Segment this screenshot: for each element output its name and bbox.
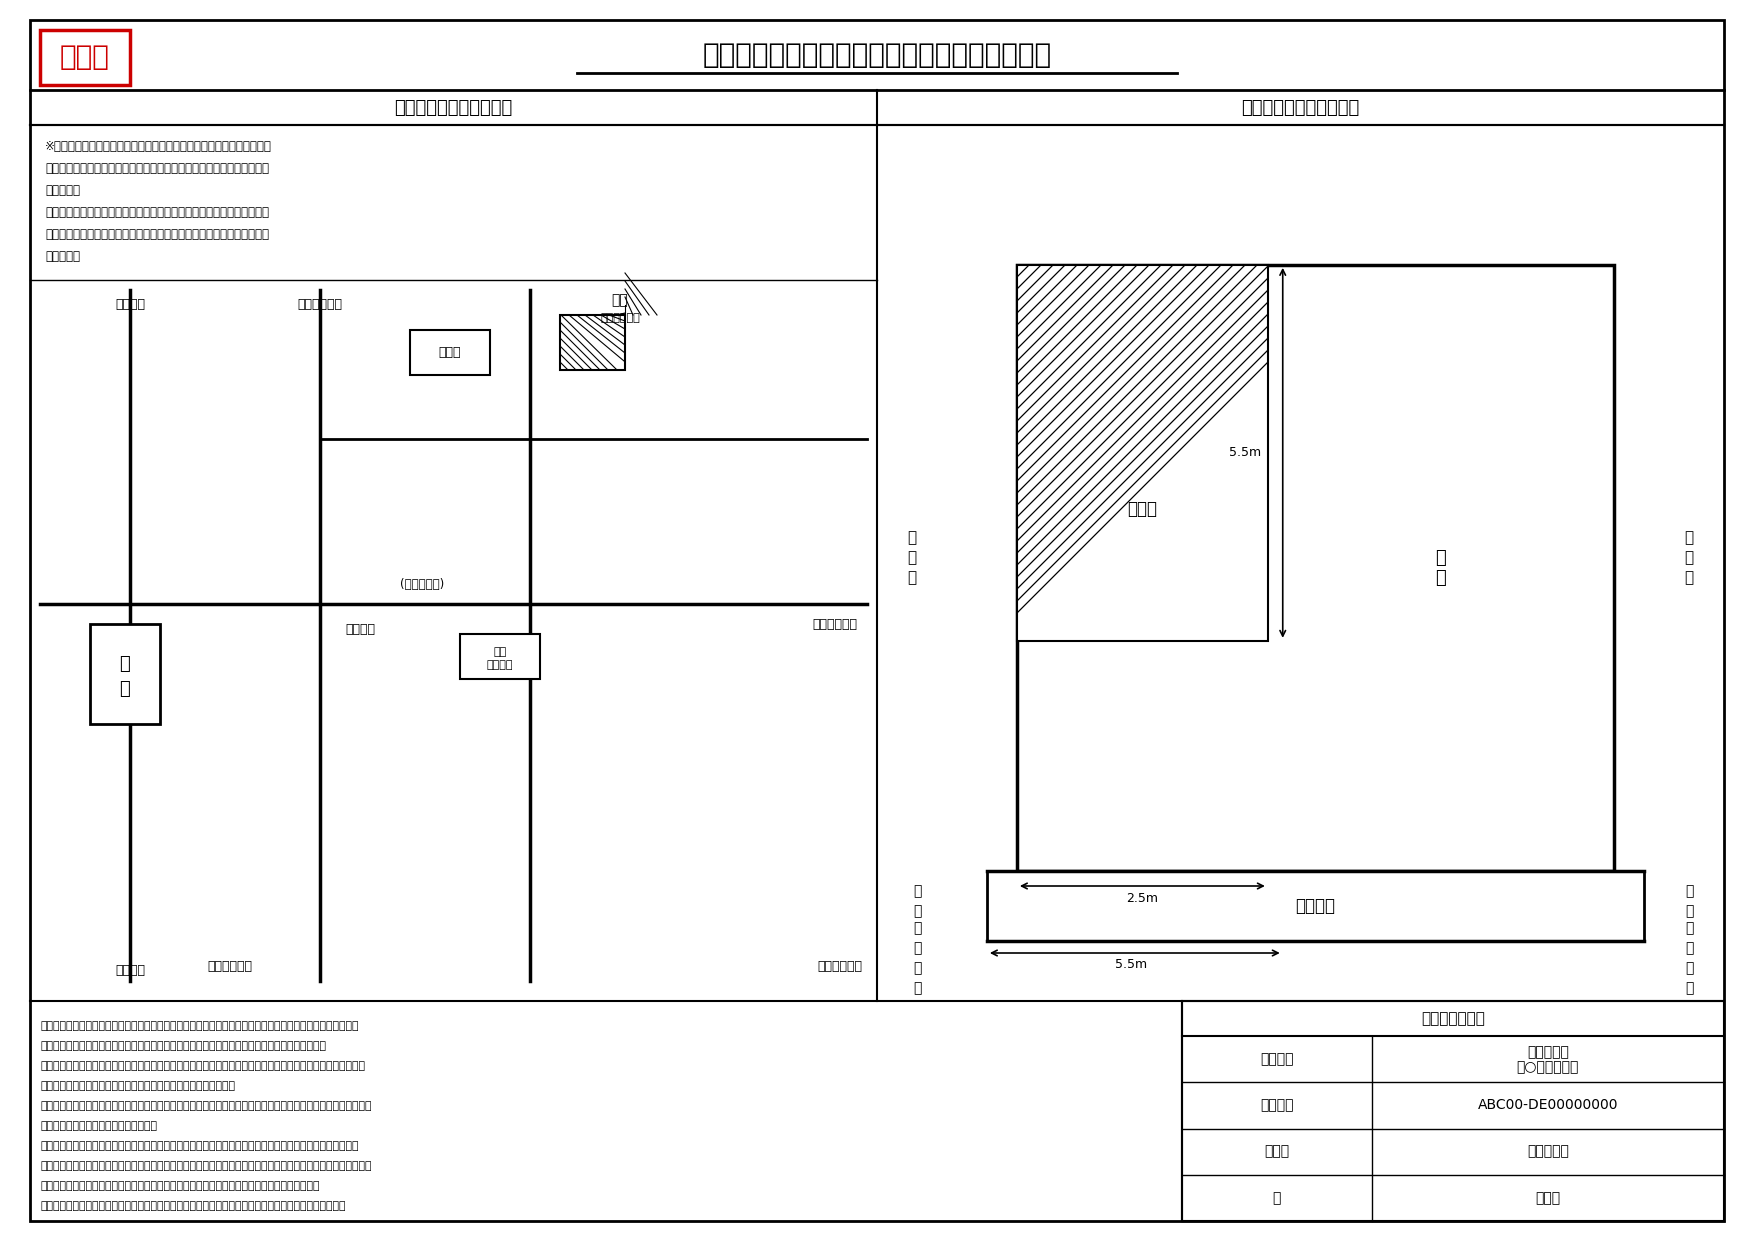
Text: 内）を記入してください。: 内）を記入してください。 xyxy=(40,1121,158,1131)
Text: 車両番号: 車両番号 xyxy=(1259,1052,1293,1066)
Text: ただし、警察署長が保管場所の付近の目標となる地物及びその位置: ただし、警察署長が保管場所の付近の目標となる地物及びその位置 xyxy=(46,206,268,218)
Bar xyxy=(1017,266,1268,640)
Text: 5.5m: 5.5m xyxy=(1228,447,1261,459)
Text: 方: 方 xyxy=(1686,961,1693,975)
Text: 色: 色 xyxy=(1273,1191,1280,1205)
Text: スーパー: スーパー xyxy=(488,660,514,670)
Text: 方: 方 xyxy=(912,961,921,975)
Text: 2.5m: 2.5m xyxy=(1126,891,1158,905)
Text: 至ＯＯ町方面: 至ＯＯ町方面 xyxy=(298,299,342,311)
Text: ４　申請保管場所で今まで使用していた車両について、右端の代替車両欄に記入してください。: ４ 申請保管場所で今まで使用していた車両について、右端の代替車両欄に記入してくだ… xyxy=(40,1201,346,1211)
Text: 車　名: 車 名 xyxy=(1265,1144,1289,1159)
Text: ※　申請等に係る自動車の使用の本拠の位置が当該自動車の保管場所の: ※ 申請等に係る自動車の使用の本拠の位置が当該自動車の保管場所の xyxy=(46,140,272,153)
Text: 横浜７７７: 横浜７７７ xyxy=(1528,1045,1568,1059)
Bar xyxy=(1017,266,1614,871)
Text: 町: 町 xyxy=(912,941,921,956)
Text: 公　　道: 公 道 xyxy=(1296,897,1335,915)
Bar xyxy=(410,330,489,375)
Text: Ｏ: Ｏ xyxy=(1686,921,1693,934)
Text: 至ＯＯ町方面: 至ＯＯ町方面 xyxy=(817,959,861,973)
Text: ABC00-DE00000000: ABC00-DE00000000 xyxy=(1477,1098,1619,1112)
Text: Ｏ: Ｏ xyxy=(1686,903,1693,918)
Text: 至: 至 xyxy=(1686,884,1693,898)
Text: ・　使用の本拠の位置（自宅等）と保管場所の位置との間を線で結んで距離（直線で２キロメートル以: ・ 使用の本拠の位置（自宅等）と保管場所の位置との間を線で結んで距離（直線で２キ… xyxy=(40,1101,372,1111)
Text: 自宅等を保管場所とする場合の所在図・配置図: 自宅等を保管場所とする場合の所在図・配置図 xyxy=(702,41,1052,69)
Text: 至ＯＯ町方面: 至ＯＯ町方面 xyxy=(207,959,253,973)
Text: 車　庫: 車 庫 xyxy=(1128,500,1158,519)
Text: 郵便局: 郵便局 xyxy=(438,346,461,359)
Text: 市販の地図をコピーし添付する場合、著作権者からの利用の許諾を得ないときは、著作権法違反と: 市販の地図をコピーし添付する場合、著作権者からの利用の許諾を得ないときは、著作権… xyxy=(40,1061,365,1071)
Text: (ＯＯ交差点): (ＯＯ交差点) xyxy=(400,578,444,591)
Text: 自: 自 xyxy=(1435,549,1447,567)
Text: を知るために特に必要と認めるときは所在図の提出を求める場合もあ: を知るために特に必要と認めるときは所在図の提出を求める場合もあ xyxy=(46,228,268,241)
Text: ２　所在図とは、保管場所の付近の道路及び目標となる地物を表示したものをいいます。: ２ 所在図とは、保管場所の付近の道路及び目標となる地物を表示したものをいいます。 xyxy=(40,1041,326,1051)
Text: （保管場所）: （保管場所） xyxy=(600,313,640,323)
Text: ＯＯ: ＯＯ xyxy=(493,647,507,656)
Text: 町: 町 xyxy=(1686,941,1693,956)
Text: 至ＯＯ駅: 至ＯＯ駅 xyxy=(116,964,146,978)
Text: 備　考　１　この書類は、黒色ボールペンで記入してください。（消すことのできるボールペンは使用不可）: 備 考 １ この書類は、黒色ボールペンで記入してください。（消すことのできるボー… xyxy=(40,1021,358,1031)
Text: 面: 面 xyxy=(1686,980,1693,995)
Text: Ｏ: Ｏ xyxy=(1684,550,1694,565)
Text: 至ＯＯ町方面: 至ＯＯ町方面 xyxy=(812,618,858,630)
Text: 配　置　図　記　載　欄: 配 置 図 記 載 欄 xyxy=(1242,98,1359,117)
Text: 駅: 駅 xyxy=(119,680,130,699)
Bar xyxy=(460,634,540,680)
Text: ・　保管場所に接する道路の幅員、保管場所の平面（大きさ）の寸法をメートルで記入してください。: ・ 保管場所に接する道路の幅員、保管場所の平面（大きさ）の寸法をメートルで記入し… xyxy=(40,1162,372,1172)
Text: 代　替　車　両: 代 替 車 両 xyxy=(1421,1011,1486,1026)
Text: 5.5m: 5.5m xyxy=(1116,958,1147,972)
Text: Ｏ: Ｏ xyxy=(1684,530,1694,545)
Text: Ａ: Ａ xyxy=(119,655,130,674)
Text: Ｏ: Ｏ xyxy=(907,530,917,545)
Bar xyxy=(988,871,1643,941)
Text: 方: 方 xyxy=(1684,570,1694,586)
Text: 位置と同一であるときについて、所在図の添付等を省略することがで: 位置と同一であるときについて、所在図の添付等を省略することがで xyxy=(46,163,268,175)
Text: 記載例: 記載例 xyxy=(60,43,111,72)
Bar xyxy=(560,315,624,370)
Text: Ｏ: Ｏ xyxy=(912,921,921,934)
Text: Ｏ: Ｏ xyxy=(912,903,921,918)
Text: 面: 面 xyxy=(912,980,921,995)
Text: Ｏ: Ｏ xyxy=(907,550,917,565)
Bar xyxy=(89,624,160,725)
Text: 宅: 宅 xyxy=(1435,570,1447,587)
Text: ○　１２３４: ○ １２３４ xyxy=(1517,1060,1579,1075)
Text: ＯＯ銀行: ＯＯ銀行 xyxy=(346,623,375,635)
Text: ３　配置図とは、保管場所並びに保管場所の周囲の建物、空地及び道路を表示したものをいいます。: ３ 配置図とは、保管場所並びに保管場所の周囲の建物、空地及び道路を表示したものを… xyxy=(40,1140,358,1150)
Text: 至ＯＯ駅: 至ＯＯ駅 xyxy=(116,299,146,311)
Text: ト　ヨ　タ: ト ヨ タ xyxy=(1528,1144,1568,1159)
Text: ります。: ります。 xyxy=(46,249,81,263)
Text: 車台番号: 車台番号 xyxy=(1259,1098,1293,1112)
Text: きます。: きます。 xyxy=(46,184,81,197)
Text: 方: 方 xyxy=(907,570,917,586)
Bar xyxy=(40,30,130,84)
Text: ・　複数の自動車を保管する駐車場の場合は、保管場所の位置を明示してください。: ・ 複数の自動車を保管する駐車場の場合は、保管場所の位置を明示してください。 xyxy=(40,1181,319,1191)
Text: 至: 至 xyxy=(912,884,921,898)
Text: 白　色: 白 色 xyxy=(1535,1191,1561,1205)
Text: 所　在　図　記　載　欄: 所 在 図 記 載 欄 xyxy=(395,98,512,117)
Text: なるおそれがありますので、十分注意してください。: なるおそれがありますので、十分注意してください。 xyxy=(40,1081,235,1091)
Bar xyxy=(1182,1001,1724,1221)
Text: 自宅: 自宅 xyxy=(612,293,628,307)
